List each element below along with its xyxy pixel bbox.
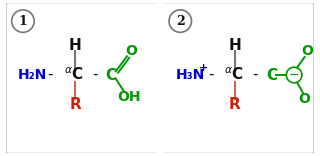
Text: R: R bbox=[69, 98, 81, 112]
Text: OH: OH bbox=[117, 90, 141, 105]
Text: 2: 2 bbox=[176, 15, 185, 28]
Text: +: + bbox=[199, 63, 208, 73]
Text: $^{\alpha}$C: $^{\alpha}$C bbox=[64, 67, 84, 83]
Text: -: - bbox=[252, 67, 258, 82]
Text: $^{\alpha}$C: $^{\alpha}$C bbox=[224, 67, 244, 83]
Text: H: H bbox=[228, 38, 241, 53]
Text: −: − bbox=[289, 68, 299, 81]
Text: O: O bbox=[302, 44, 314, 58]
Text: O: O bbox=[299, 92, 310, 106]
Text: H: H bbox=[69, 38, 82, 53]
Text: O: O bbox=[125, 44, 137, 58]
Text: C: C bbox=[106, 68, 117, 83]
Text: H₂N: H₂N bbox=[17, 68, 46, 82]
Text: -: - bbox=[47, 67, 52, 82]
Text: H₃N: H₃N bbox=[176, 68, 205, 82]
FancyBboxPatch shape bbox=[6, 2, 157, 154]
Text: R: R bbox=[229, 98, 241, 112]
Text: -: - bbox=[208, 67, 214, 82]
FancyBboxPatch shape bbox=[163, 2, 314, 154]
Text: -: - bbox=[92, 67, 98, 82]
Text: C: C bbox=[266, 68, 277, 83]
Text: 1: 1 bbox=[19, 15, 27, 28]
